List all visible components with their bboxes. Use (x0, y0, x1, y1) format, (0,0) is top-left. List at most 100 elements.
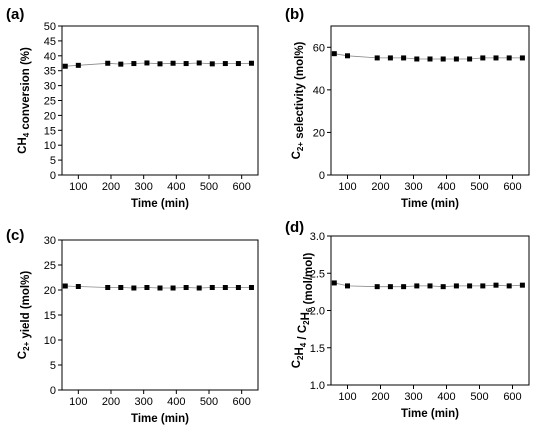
data-point (118, 61, 124, 67)
y-axis-title-part: yield (mol%) (20, 271, 32, 342)
x-tick-label: 200 (102, 181, 120, 193)
y-axis-title-subscript: 6 (305, 307, 314, 312)
y-axis-title-part: conversion (%) (20, 47, 32, 133)
y-axis-title-part: C (291, 360, 303, 368)
chart-panel: (d) 1.0 1.5 2.0 2.5 3.0 100 200 300 400 500 600 Time… (285, 219, 530, 420)
y-tick-label: 50 (44, 21, 56, 33)
x-tick-label: 300 (404, 181, 422, 193)
data-point (131, 61, 137, 67)
y-axis-title: C2+ selectivity (mol%) (291, 41, 306, 159)
y-axis-title-part: C (17, 351, 29, 359)
y-axis-title-subscript: 2+ (296, 142, 305, 151)
data-point (222, 61, 228, 67)
data-point (467, 283, 473, 289)
x-tick-label: 600 (503, 391, 521, 403)
y-axis-title-subscript: 4 (299, 342, 308, 347)
data-point (196, 285, 202, 291)
y-tick-label: 20 (313, 127, 325, 139)
x-tick-label: 600 (503, 181, 521, 193)
y-tick-label: 10 (44, 335, 56, 347)
panel-label: (a) (6, 6, 24, 23)
x-tick-label: 200 (102, 396, 120, 408)
y-tick-label: 30 (44, 235, 56, 247)
data-point (467, 56, 473, 62)
y-tick-label: 45 (44, 36, 56, 48)
y-tick-label: 2.5 (310, 268, 325, 280)
data-point (105, 60, 111, 66)
y-tick-label: 60 (313, 42, 325, 54)
data-point (144, 60, 150, 66)
y-tick-label: 1.5 (310, 343, 325, 355)
data-point (453, 56, 459, 62)
chart-panel: (a) 0 5 10 15 20 25 30 35 40 45 50 100 200 300 400 500 60… (6, 6, 259, 210)
y-tick-label: 5 (50, 360, 56, 372)
data-point (331, 280, 337, 286)
x-tick-label: 400 (167, 396, 185, 408)
y-tick-label: 20 (44, 285, 56, 297)
data-point (248, 285, 254, 290)
x-tick-label: 500 (470, 391, 488, 403)
chart-panel: (c) 0 5 10 15 20 25 30 100 200 300 400 500 600 Time (m… (6, 227, 259, 425)
y-tick-label: 0 (319, 170, 325, 182)
y-axis-title-part: H (300, 312, 312, 320)
data-point (427, 283, 433, 289)
x-tick-label: 300 (134, 181, 152, 193)
data-point (493, 282, 499, 288)
data-point (519, 282, 525, 288)
data-point (331, 51, 337, 57)
x-tick-label: 400 (437, 391, 455, 403)
data-point (248, 60, 254, 66)
data-point (506, 55, 512, 61)
data-point (345, 53, 350, 59)
y-tick-label: 25 (44, 260, 56, 272)
chart-panel: (b) 0 20 40 60 100 200 300 400 500 600 Time (min) C2… (285, 6, 530, 210)
x-tick-label: 400 (167, 181, 185, 193)
data-point (387, 284, 393, 290)
plot-frame (61, 25, 259, 176)
data-point (75, 284, 81, 289)
y-axis-title-part: C (291, 151, 303, 159)
y-axis-title-part: (mol/mol) (303, 253, 315, 308)
x-axis-title: Time (min) (401, 408, 459, 420)
data-point (118, 285, 124, 290)
data-point (374, 55, 380, 61)
x-tick-label: 600 (232, 181, 250, 193)
y-tick-label: 15 (44, 125, 56, 137)
y-axis-title-part: / C (297, 325, 309, 343)
y-tick-label: 0 (50, 170, 56, 182)
data-point (401, 55, 407, 61)
x-tick-label: 300 (404, 391, 422, 403)
y-tick-label: 1.0 (310, 380, 325, 392)
y-axis-title-subscript: 4 (22, 132, 31, 137)
y-axis-title-subscript: 2+ (22, 341, 31, 350)
y-tick-label: 0 (50, 385, 56, 397)
x-tick-label: 300 (134, 396, 152, 408)
y-axis-title-part: CH (17, 137, 29, 154)
x-tick-label: 100 (338, 391, 356, 403)
data-point (235, 285, 241, 290)
data-point (387, 55, 393, 61)
data-point (440, 56, 446, 62)
x-tick-label: 100 (69, 181, 87, 193)
data-point (480, 283, 486, 289)
data-point (209, 61, 215, 67)
data-point (75, 62, 81, 68)
x-tick-label: 200 (371, 391, 389, 403)
y-tick-label: 15 (44, 310, 56, 322)
x-axis-title: Time (min) (131, 413, 189, 425)
y-tick-label: 5 (50, 155, 56, 167)
data-point (506, 283, 512, 289)
data-point (519, 55, 525, 61)
data-point (480, 55, 486, 61)
data-point (440, 284, 446, 290)
data-point (183, 285, 189, 290)
y-axis-title: C2H4 / C2H6 (mol/mol) (291, 253, 315, 369)
x-tick-label: 100 (338, 181, 356, 193)
y-tick-label: 20 (44, 110, 56, 122)
data-point (62, 63, 68, 69)
data-point (183, 61, 189, 67)
x-tick-label: 100 (69, 396, 87, 408)
data-point (170, 285, 176, 291)
x-axis-title: Time (min) (131, 198, 189, 210)
